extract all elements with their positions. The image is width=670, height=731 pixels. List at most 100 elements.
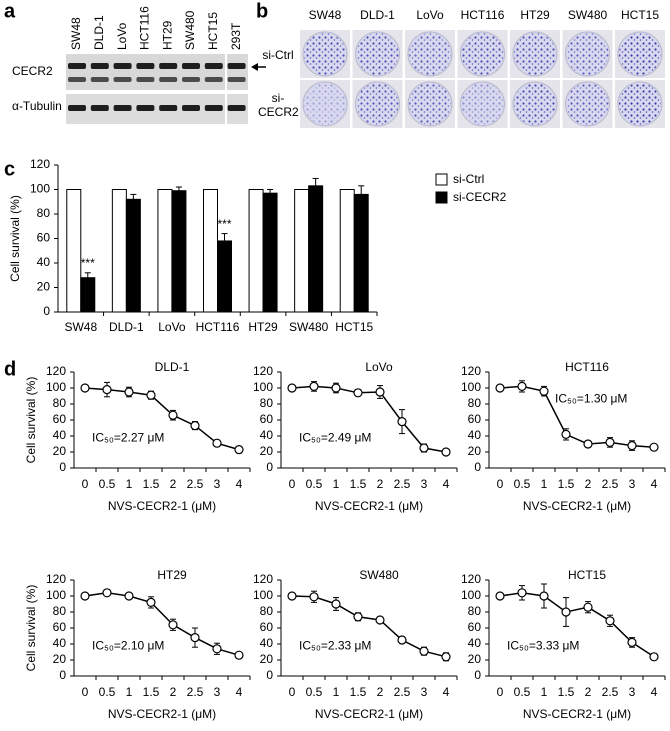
marker xyxy=(627,441,637,451)
y-tick-label: 0 xyxy=(59,460,66,474)
panel-letter: b xyxy=(256,0,268,22)
x-tick-label: 0 xyxy=(497,685,504,699)
x-tick-label: HCT15 xyxy=(335,320,373,334)
bar xyxy=(203,189,218,313)
y-tick-label: 20 xyxy=(260,444,274,458)
lane-label: DLD-1 xyxy=(92,15,106,50)
band xyxy=(182,77,200,82)
marker xyxy=(80,383,90,393)
x-tick-label: 4 xyxy=(651,477,658,491)
band xyxy=(159,63,178,69)
x-tick-label: 1 xyxy=(333,477,340,491)
band xyxy=(90,77,109,82)
x-axis-label: NVS-CECR2-1 (μM) xyxy=(315,707,423,721)
marker xyxy=(495,383,505,393)
y-tick-label: 120 xyxy=(461,364,481,378)
x-tick-label: 0.5 xyxy=(514,685,531,699)
y-axis-label: Cell survival (%) xyxy=(8,195,22,282)
x-tick-label: 2.5 xyxy=(602,477,619,491)
colonies xyxy=(514,83,556,125)
marker xyxy=(190,421,200,431)
lane-label: 293T xyxy=(229,22,243,50)
x-tick-label: 1 xyxy=(333,685,340,699)
marker xyxy=(627,637,637,648)
band xyxy=(136,63,155,69)
x-tick-label: 1 xyxy=(541,685,548,699)
x-tick-label: 3 xyxy=(629,685,636,699)
bar xyxy=(339,189,355,313)
y-tick-label: 60 xyxy=(53,620,67,634)
y-tick-label: 0 xyxy=(43,304,50,318)
chart-title: HCT116 xyxy=(565,360,609,374)
y-tick-label: 80 xyxy=(260,396,274,410)
marker xyxy=(539,591,549,601)
marker xyxy=(375,387,385,397)
marker xyxy=(212,438,222,448)
band xyxy=(227,63,246,69)
bar xyxy=(353,193,369,313)
x-tick-label: 1 xyxy=(126,477,133,491)
y-tick-label: 40 xyxy=(260,428,274,442)
bar xyxy=(157,189,173,313)
ic50-annotation: IC₅₀=2.10 μM xyxy=(92,639,164,653)
y-tick-label: 80 xyxy=(37,206,51,220)
bar xyxy=(262,192,278,313)
chart-title: DLD-1 xyxy=(155,360,190,374)
x-tick-label: 1 xyxy=(541,477,548,491)
band xyxy=(113,105,132,111)
y-tick-label: 20 xyxy=(53,444,67,458)
x-tick-label: 0.5 xyxy=(306,477,323,491)
y-tick-label: 0 xyxy=(266,460,273,474)
y-tick-label: 60 xyxy=(260,412,274,426)
x-tick-label: 0.5 xyxy=(306,685,323,699)
x-tick-label: 2 xyxy=(377,685,384,699)
y-tick-label: 100 xyxy=(253,588,273,602)
y-tick-label: 100 xyxy=(30,182,50,196)
significance: *** xyxy=(81,256,95,270)
x-tick-label: 3 xyxy=(214,477,221,491)
band xyxy=(90,63,109,69)
colony-column-label: HT29 xyxy=(520,8,550,22)
band xyxy=(113,77,132,82)
y-tick-label: 40 xyxy=(37,255,51,269)
marker xyxy=(561,607,571,617)
marker xyxy=(234,650,244,660)
colonies xyxy=(566,83,609,125)
x-tick-label: 2 xyxy=(170,477,177,491)
x-axis-label: NVS-CECR2-1 (μM) xyxy=(523,499,631,513)
x-tick-label: 0 xyxy=(497,477,504,491)
chart-title: HT29 xyxy=(157,568,187,582)
marker xyxy=(539,386,549,396)
significance: *** xyxy=(217,217,231,231)
marker xyxy=(397,417,407,427)
marker xyxy=(80,591,90,601)
chart-title: SW480 xyxy=(359,568,399,582)
x-tick-label: 0.5 xyxy=(99,477,116,491)
x-tick-label: DLD-1 xyxy=(109,320,144,334)
y-tick-label: 60 xyxy=(53,412,67,426)
panel-letter: d xyxy=(4,358,16,380)
marker xyxy=(309,381,319,391)
colonies xyxy=(356,83,399,125)
y-tick-label: 20 xyxy=(53,652,67,666)
x-tick-label: 0 xyxy=(289,685,296,699)
colonies xyxy=(304,83,346,125)
band xyxy=(90,105,109,111)
bar xyxy=(308,185,324,313)
band xyxy=(182,63,200,69)
x-tick-label: 4 xyxy=(443,685,450,699)
x-tick-label: 4 xyxy=(236,685,243,699)
lane-label: LoVo xyxy=(115,22,129,50)
y-tick-label: 40 xyxy=(260,636,274,650)
marker xyxy=(353,612,363,622)
y-tick-label: 20 xyxy=(468,652,482,666)
colony-column-label: HCT15 xyxy=(621,8,659,22)
band xyxy=(204,77,223,82)
legend-label: si-CECR2 xyxy=(453,190,507,204)
x-tick-label: 2 xyxy=(585,685,592,699)
x-axis-label: NVS-CECR2-1 (μM) xyxy=(523,707,631,721)
band xyxy=(68,63,86,69)
ic50-annotation: IC₅₀=2.49 μM xyxy=(299,431,371,445)
bar xyxy=(125,198,141,313)
